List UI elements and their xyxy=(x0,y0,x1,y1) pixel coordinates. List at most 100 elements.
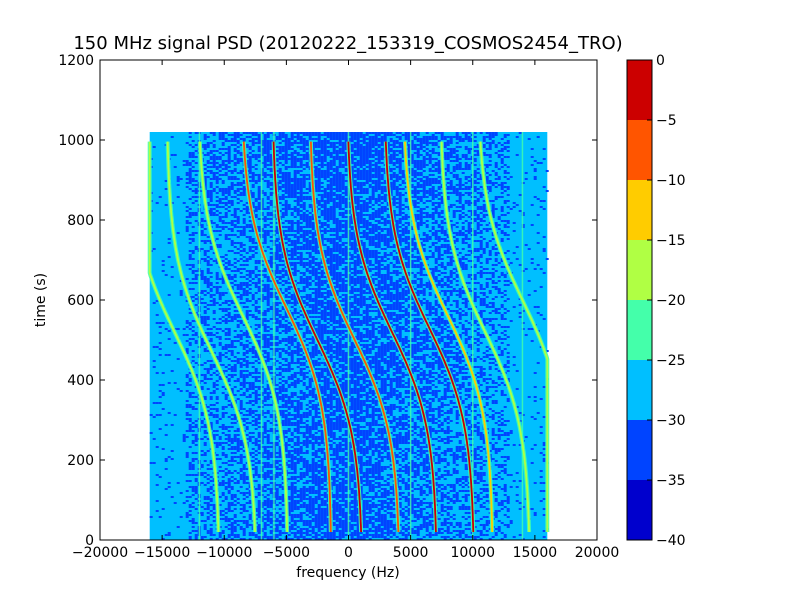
noise-cell xyxy=(482,272,486,274)
noise-cell xyxy=(533,290,537,292)
noise-cell xyxy=(332,216,336,218)
noise-cell xyxy=(257,260,261,262)
noise-cell xyxy=(281,154,285,156)
noise-cell xyxy=(359,210,363,212)
noise-cell xyxy=(254,260,258,262)
noise-cell xyxy=(410,264,414,266)
noise-cell xyxy=(443,276,447,278)
noise-cell xyxy=(227,260,231,262)
noise-cell xyxy=(305,244,309,246)
noise-cell xyxy=(359,222,363,224)
noise-cell xyxy=(293,176,297,178)
noise-cell xyxy=(398,178,402,180)
noise-cell xyxy=(422,190,426,192)
noise-cell xyxy=(437,162,441,164)
noise-cell xyxy=(362,184,366,186)
noise-cell xyxy=(353,262,357,264)
noise-cell xyxy=(194,274,198,276)
noise-cell xyxy=(374,150,378,152)
noise-cell xyxy=(236,158,240,160)
noise-cell xyxy=(254,164,258,166)
noise-cell xyxy=(458,168,462,170)
noise-cell xyxy=(362,246,366,248)
noise-cell xyxy=(212,134,216,136)
noise-cell xyxy=(419,280,423,282)
noise-cell xyxy=(281,172,285,174)
noise-cell xyxy=(362,200,366,202)
noise-cell xyxy=(245,146,249,148)
noise-cell xyxy=(491,276,495,278)
noise-cell xyxy=(413,176,417,178)
noise-cell xyxy=(296,258,300,260)
noise-cell xyxy=(503,164,507,166)
noise-cell xyxy=(425,258,429,260)
noise-cell xyxy=(290,166,294,168)
noise-cell xyxy=(338,204,342,206)
noise-cell xyxy=(239,210,243,212)
noise-cell xyxy=(329,272,333,274)
noise-cell xyxy=(236,184,240,186)
noise-cell xyxy=(287,174,291,176)
noise-cell xyxy=(452,236,456,238)
noise-cell xyxy=(257,196,261,198)
noise-cell xyxy=(389,190,393,192)
noise-cell xyxy=(464,200,468,202)
noise-cell xyxy=(299,188,303,190)
noise-cell xyxy=(254,182,258,184)
noise-cell xyxy=(278,196,282,198)
noise-cell xyxy=(335,250,339,252)
noise-cell xyxy=(380,240,384,242)
noise-cell xyxy=(437,146,441,148)
noise-cell xyxy=(314,132,318,134)
noise-cell xyxy=(434,260,438,262)
noise-cell xyxy=(374,184,378,186)
noise-cell xyxy=(341,202,345,204)
noise-cell xyxy=(173,154,177,156)
noise-cell xyxy=(287,230,291,232)
noise-cell xyxy=(344,274,348,276)
noise-cell xyxy=(473,188,477,190)
noise-cell xyxy=(209,150,213,152)
noise-cell xyxy=(299,280,303,282)
noise-cell xyxy=(359,156,363,158)
noise-cell xyxy=(407,258,411,260)
noise-cell xyxy=(212,190,216,192)
noise-cell xyxy=(407,208,411,210)
noise-cell xyxy=(332,156,336,158)
noise-cell xyxy=(371,228,375,230)
noise-cell xyxy=(356,200,360,202)
noise-cell xyxy=(452,160,456,162)
noise-cell xyxy=(242,284,246,286)
noise-cell xyxy=(239,194,243,196)
noise-cell xyxy=(461,138,465,140)
noise-cell xyxy=(275,246,279,248)
noise-cell xyxy=(323,224,327,226)
noise-cell xyxy=(374,200,378,202)
noise-cell xyxy=(497,216,501,218)
noise-cell xyxy=(398,266,402,268)
noise-cell xyxy=(446,140,450,142)
noise-cell xyxy=(242,244,246,246)
noise-cell xyxy=(185,206,189,208)
noise-cell xyxy=(332,242,336,244)
noise-cell xyxy=(371,244,375,246)
noise-cell xyxy=(455,206,459,208)
noise-cell xyxy=(227,148,231,150)
noise-cell xyxy=(362,158,366,160)
noise-cell xyxy=(353,170,357,172)
noise-cell xyxy=(317,266,321,268)
noise-cell xyxy=(407,248,411,250)
noise-cell xyxy=(344,168,348,170)
noise-cell xyxy=(326,266,330,268)
noise-cell xyxy=(365,192,369,194)
noise-cell xyxy=(353,164,357,166)
noise-cell xyxy=(464,186,468,188)
noise-cell xyxy=(314,200,318,202)
noise-cell xyxy=(437,168,441,170)
noise-cell xyxy=(194,144,198,146)
noise-cell xyxy=(380,282,384,284)
noise-cell xyxy=(350,228,354,230)
noise-cell xyxy=(506,156,510,158)
noise-cell xyxy=(500,208,504,210)
noise-cell xyxy=(332,198,336,200)
